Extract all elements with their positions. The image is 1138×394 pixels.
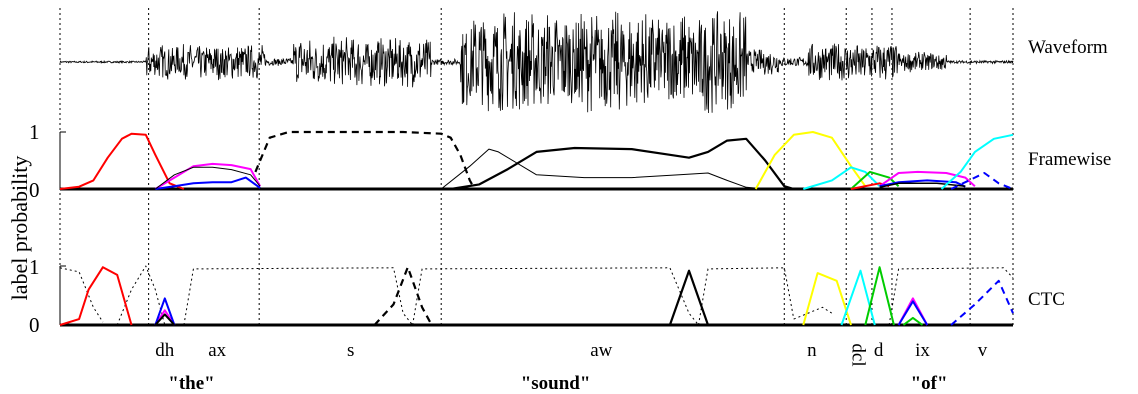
- ctc-panel: [59, 265, 1014, 327]
- phone-label: n: [807, 340, 817, 361]
- ctc-series-line-11: [373, 266, 433, 326]
- framewise-series-line-2: [155, 176, 261, 190]
- ctc-series-line-2: [183, 267, 413, 326]
- ctc-series-line-10: [154, 313, 176, 326]
- ctc-series-line-5: [793, 306, 833, 320]
- ctc-ytick-0: 0: [29, 313, 40, 337]
- ctc-series-line-1: [116, 265, 166, 326]
- ctc-series-line-15: [864, 266, 895, 326]
- framewise-series-line-3: [155, 166, 261, 190]
- framewise-series-line-5: [440, 148, 766, 190]
- framewise-series-line-15: [940, 133, 1014, 190]
- ctc-series-line-13: [802, 272, 852, 326]
- phone-label: d: [874, 340, 884, 361]
- framewise-series-line-8: [803, 166, 881, 190]
- phone-label: s: [347, 340, 354, 361]
- ctc-series-line-3: [412, 267, 699, 326]
- framewise-series-line-13: [879, 182, 966, 189]
- phone-label: aw: [590, 340, 612, 361]
- framewise-series-line-0: [59, 132, 185, 190]
- framewise-series-line-4: [254, 130, 476, 190]
- ctc-ytick-1: 1: [29, 255, 40, 279]
- waveform-panel: [59, 11, 1014, 114]
- framewise-series-line-12: [879, 179, 966, 188]
- framewise-series-line-14: [950, 172, 1014, 190]
- waveform-row-label: Waveform: [1028, 37, 1108, 58]
- ctc-series-line-6: [888, 267, 1014, 326]
- framewise-series-line-6: [450, 137, 795, 191]
- phone-label: dcl: [848, 343, 869, 366]
- framewise-series-line-1: [154, 162, 261, 190]
- framewise-series-line-7: [754, 131, 867, 190]
- ctc-series-line-19: [950, 279, 1014, 326]
- word-labels: "the" "sound" "of": [168, 373, 947, 394]
- framewise-panel: [59, 130, 1014, 191]
- ctc-series-line-4: [698, 267, 795, 326]
- phone-labels: dh ax s aw n dcl d ix v: [155, 340, 987, 367]
- framewise-series-line-9: [850, 170, 900, 190]
- word-label: "of": [911, 373, 948, 394]
- framewise-ytick-1: 1: [29, 120, 40, 144]
- framewise-ytick-0: 0: [29, 178, 40, 202]
- phone-label: dh: [155, 340, 175, 361]
- ctc-row-label: CTC: [1028, 289, 1065, 310]
- word-label: "the": [168, 373, 214, 394]
- ctc-series-line-17: [897, 300, 929, 326]
- framewise-series-line-11: [879, 170, 976, 188]
- phone-label: v: [978, 340, 988, 361]
- framewise-row-label: Framewise: [1028, 149, 1111, 170]
- ctc-series-line-12: [668, 269, 710, 326]
- y-axis-label: label probability: [7, 156, 32, 301]
- ctc-series-line-9: [154, 297, 176, 326]
- phone-label: ax: [208, 340, 226, 361]
- ctc-series-line-7: [59, 266, 133, 326]
- waveform-trace: [59, 11, 1014, 114]
- word-label: "sound": [521, 373, 591, 394]
- ctc-series-line-18: [902, 316, 924, 326]
- phone-label: ix: [915, 340, 930, 361]
- ctc-series-line-0: [59, 267, 104, 323]
